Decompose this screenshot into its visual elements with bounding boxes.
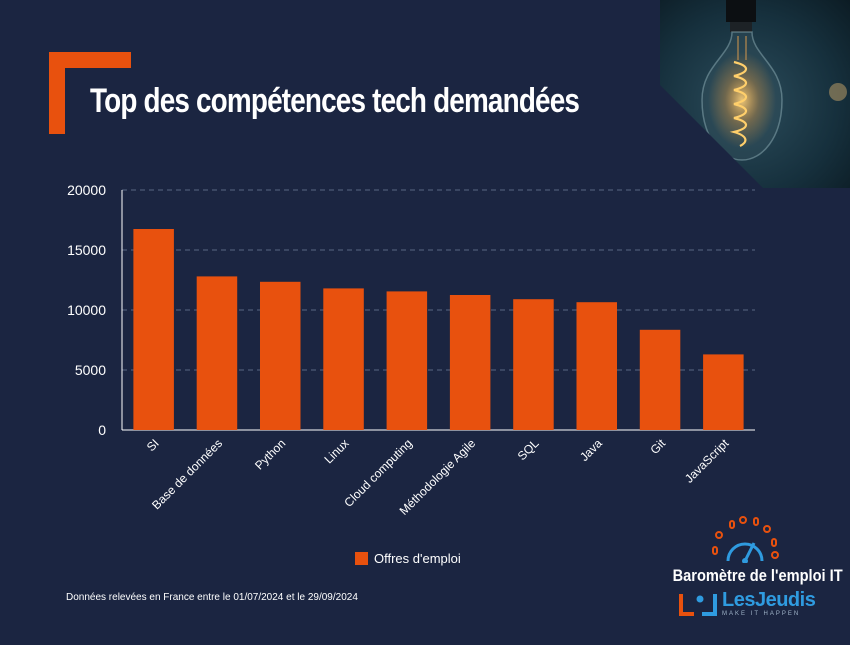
bar [196,276,238,430]
x-tick-label: SI [144,436,162,454]
y-tick-label: 5000 [75,362,106,378]
bar [449,295,491,430]
bar [513,299,554,430]
bar [323,288,364,430]
x-tick-label: Java [577,436,605,464]
lesjeudis-logo: LesJeudis MAKE IT HAPPEN [678,589,816,617]
logo-bracket-icon [679,593,717,616]
legend-swatch [355,552,368,565]
x-tick-label: Python [252,436,288,472]
y-tick-label: 10000 [67,302,106,318]
bar [259,281,301,430]
y-tick-label: 15000 [67,242,106,258]
logo-tagline: MAKE IT HAPPEN [722,611,801,617]
bar [133,229,174,430]
light-bulb-photo [660,0,850,188]
x-tick-label: Base de données [149,436,225,512]
legend-label: Offres d'emploi [374,551,461,566]
bars [133,229,744,430]
barometer-label: Baromètre de l'emploi IT [672,566,843,585]
gridlines [122,189,755,371]
x-tick-label: JavaScript [682,436,732,486]
x-tick-label: Linux [321,436,351,466]
page-title: Top des compétences tech demandées [90,82,580,120]
corner-bracket-mark [49,52,131,134]
x-tick-label: Git [647,436,668,457]
source-note: Données relevées en France entre le 01/0… [66,592,358,603]
bar [639,329,681,430]
barometer-gauge-icon [712,516,779,563]
bar [386,291,428,430]
legend: Offres d'emploi [355,551,461,566]
brand-block: Baromètre de l'emploi IT LesJeudis MAKE … [660,515,843,625]
bar [576,302,618,430]
y-tick-label: 20000 [67,182,106,198]
x-tick-label: SQL [515,436,542,463]
y-tick-label: 0 [98,422,106,438]
bar [703,354,744,430]
x-tick-label: Cloud computing [341,436,415,510]
logo-name: LesJeudis [722,589,816,611]
